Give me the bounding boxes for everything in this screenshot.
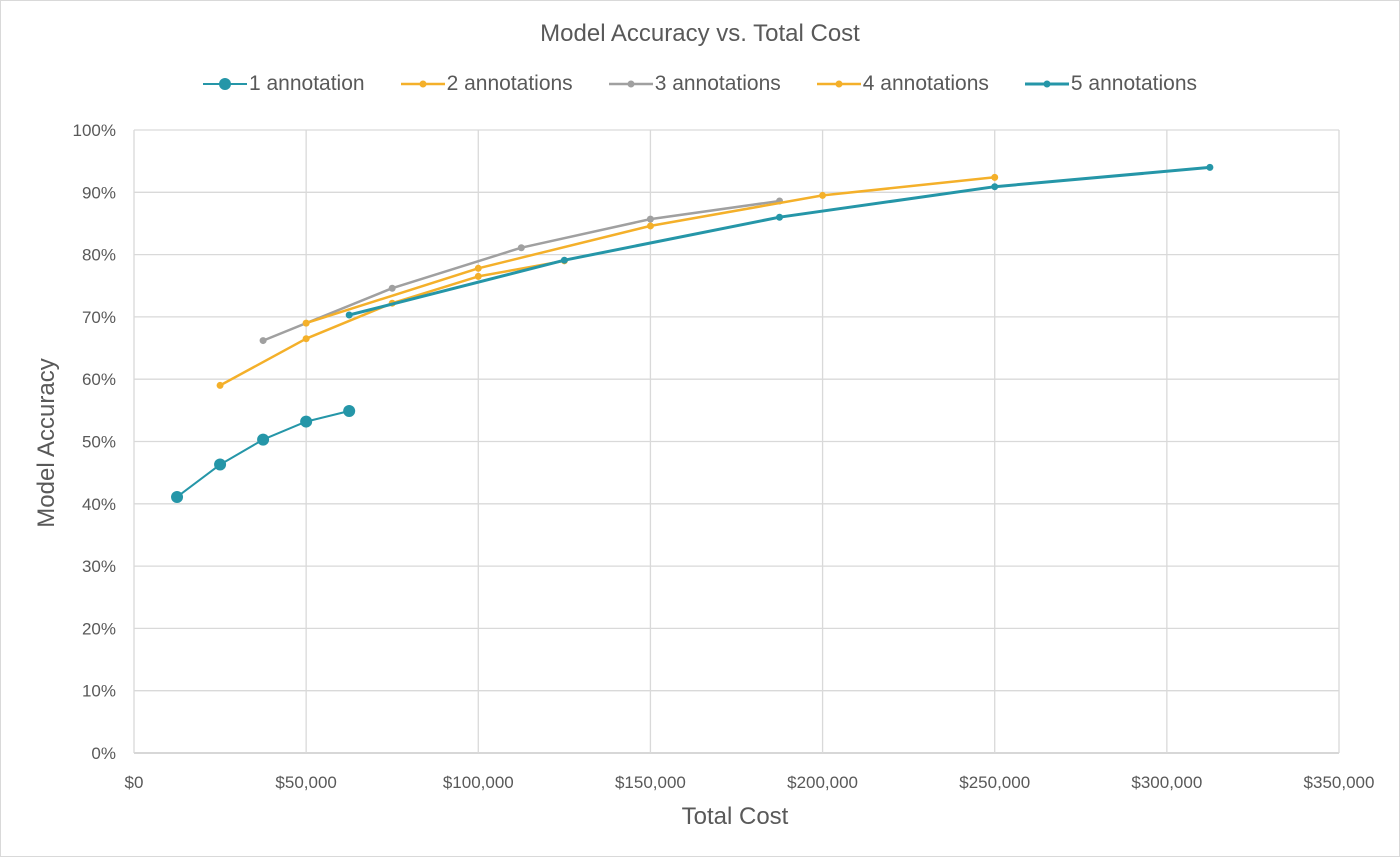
x-tick-label: $100,000 (443, 773, 514, 792)
legend-item: 5 annotations (1024, 72, 1198, 96)
y-tick-label: 10% (82, 682, 116, 701)
series-4 (302, 173, 999, 327)
legend-item: 3 annotations (608, 72, 781, 96)
y-tick-label: 80% (82, 246, 116, 265)
legend-label: 3 annotations (654, 72, 781, 95)
series-line (219, 259, 565, 387)
chart-title: Model Accuracy vs. Total Cost (540, 20, 860, 47)
y-tick-label: 0% (91, 744, 116, 763)
data-point (819, 191, 827, 199)
data-point (560, 256, 568, 264)
x-tick-label: $0 (125, 773, 144, 792)
legend-label: 5 annotations (1070, 72, 1198, 95)
data-point (302, 335, 310, 343)
y-tick-label: 30% (82, 557, 116, 576)
x-tick-label: $350,000 (1304, 773, 1375, 792)
data-point (345, 311, 353, 319)
y-tick-label: 60% (82, 370, 116, 389)
data-point (991, 173, 999, 181)
series-lines (171, 163, 1214, 503)
x-tick-label: $50,000 (275, 773, 336, 792)
legend-swatch (1024, 80, 1069, 88)
x-tick-label: $200,000 (787, 773, 858, 792)
legend: 1 annotation 2 annotations 3 annotations 4 … (0, 72, 1400, 96)
y-axis-title: Model Accuracy (33, 358, 60, 528)
x-tick-label: $250,000 (959, 773, 1030, 792)
y-tick-label: 20% (82, 619, 116, 638)
data-point (646, 215, 654, 223)
gridlines (133, 129, 1340, 754)
data-point (343, 404, 356, 417)
data-point (646, 222, 654, 230)
data-point (1206, 163, 1214, 171)
legend-label: 2 annotations (446, 72, 573, 95)
data-point (302, 319, 310, 327)
x-axis-title: Total Cost (681, 803, 789, 830)
data-point (300, 415, 313, 428)
legend-item: 4 annotations (816, 72, 989, 96)
data-point (474, 264, 482, 272)
data-point (517, 244, 525, 252)
y-tick-label: 40% (82, 495, 116, 514)
data-point (257, 433, 270, 446)
series-1 (171, 404, 356, 503)
x-tick-label: $300,000 (1131, 773, 1202, 792)
y-tick-label: 70% (82, 308, 116, 327)
data-point (259, 337, 267, 345)
legend-swatch (202, 78, 247, 90)
legend-swatch (816, 80, 861, 88)
legend-label: 1 annotation (248, 72, 365, 95)
data-point (474, 272, 482, 280)
legend-swatch (608, 80, 653, 88)
data-point (776, 213, 784, 221)
data-point (171, 490, 184, 503)
y-tick-label: 50% (82, 433, 116, 452)
legend-label: 4 annotations (862, 72, 989, 95)
series-line (176, 410, 350, 498)
tick-labels: 0% 10% 20% 30% 40% 50% 60% 70% 80% 90% 100% $0 $50,0… (73, 121, 1375, 792)
data-point (388, 284, 396, 292)
legend-item: 2 annotations (400, 72, 573, 96)
y-tick-label: 90% (82, 183, 116, 202)
data-point (991, 183, 999, 191)
series-5 (345, 163, 1214, 319)
series-2 (216, 257, 568, 389)
y-tick-label: 100% (73, 121, 116, 140)
legend-item: 1 annotation (202, 72, 365, 96)
legend-swatch (400, 80, 445, 88)
data-point (214, 458, 227, 471)
data-point (216, 381, 224, 389)
x-tick-label: $150,000 (615, 773, 686, 792)
